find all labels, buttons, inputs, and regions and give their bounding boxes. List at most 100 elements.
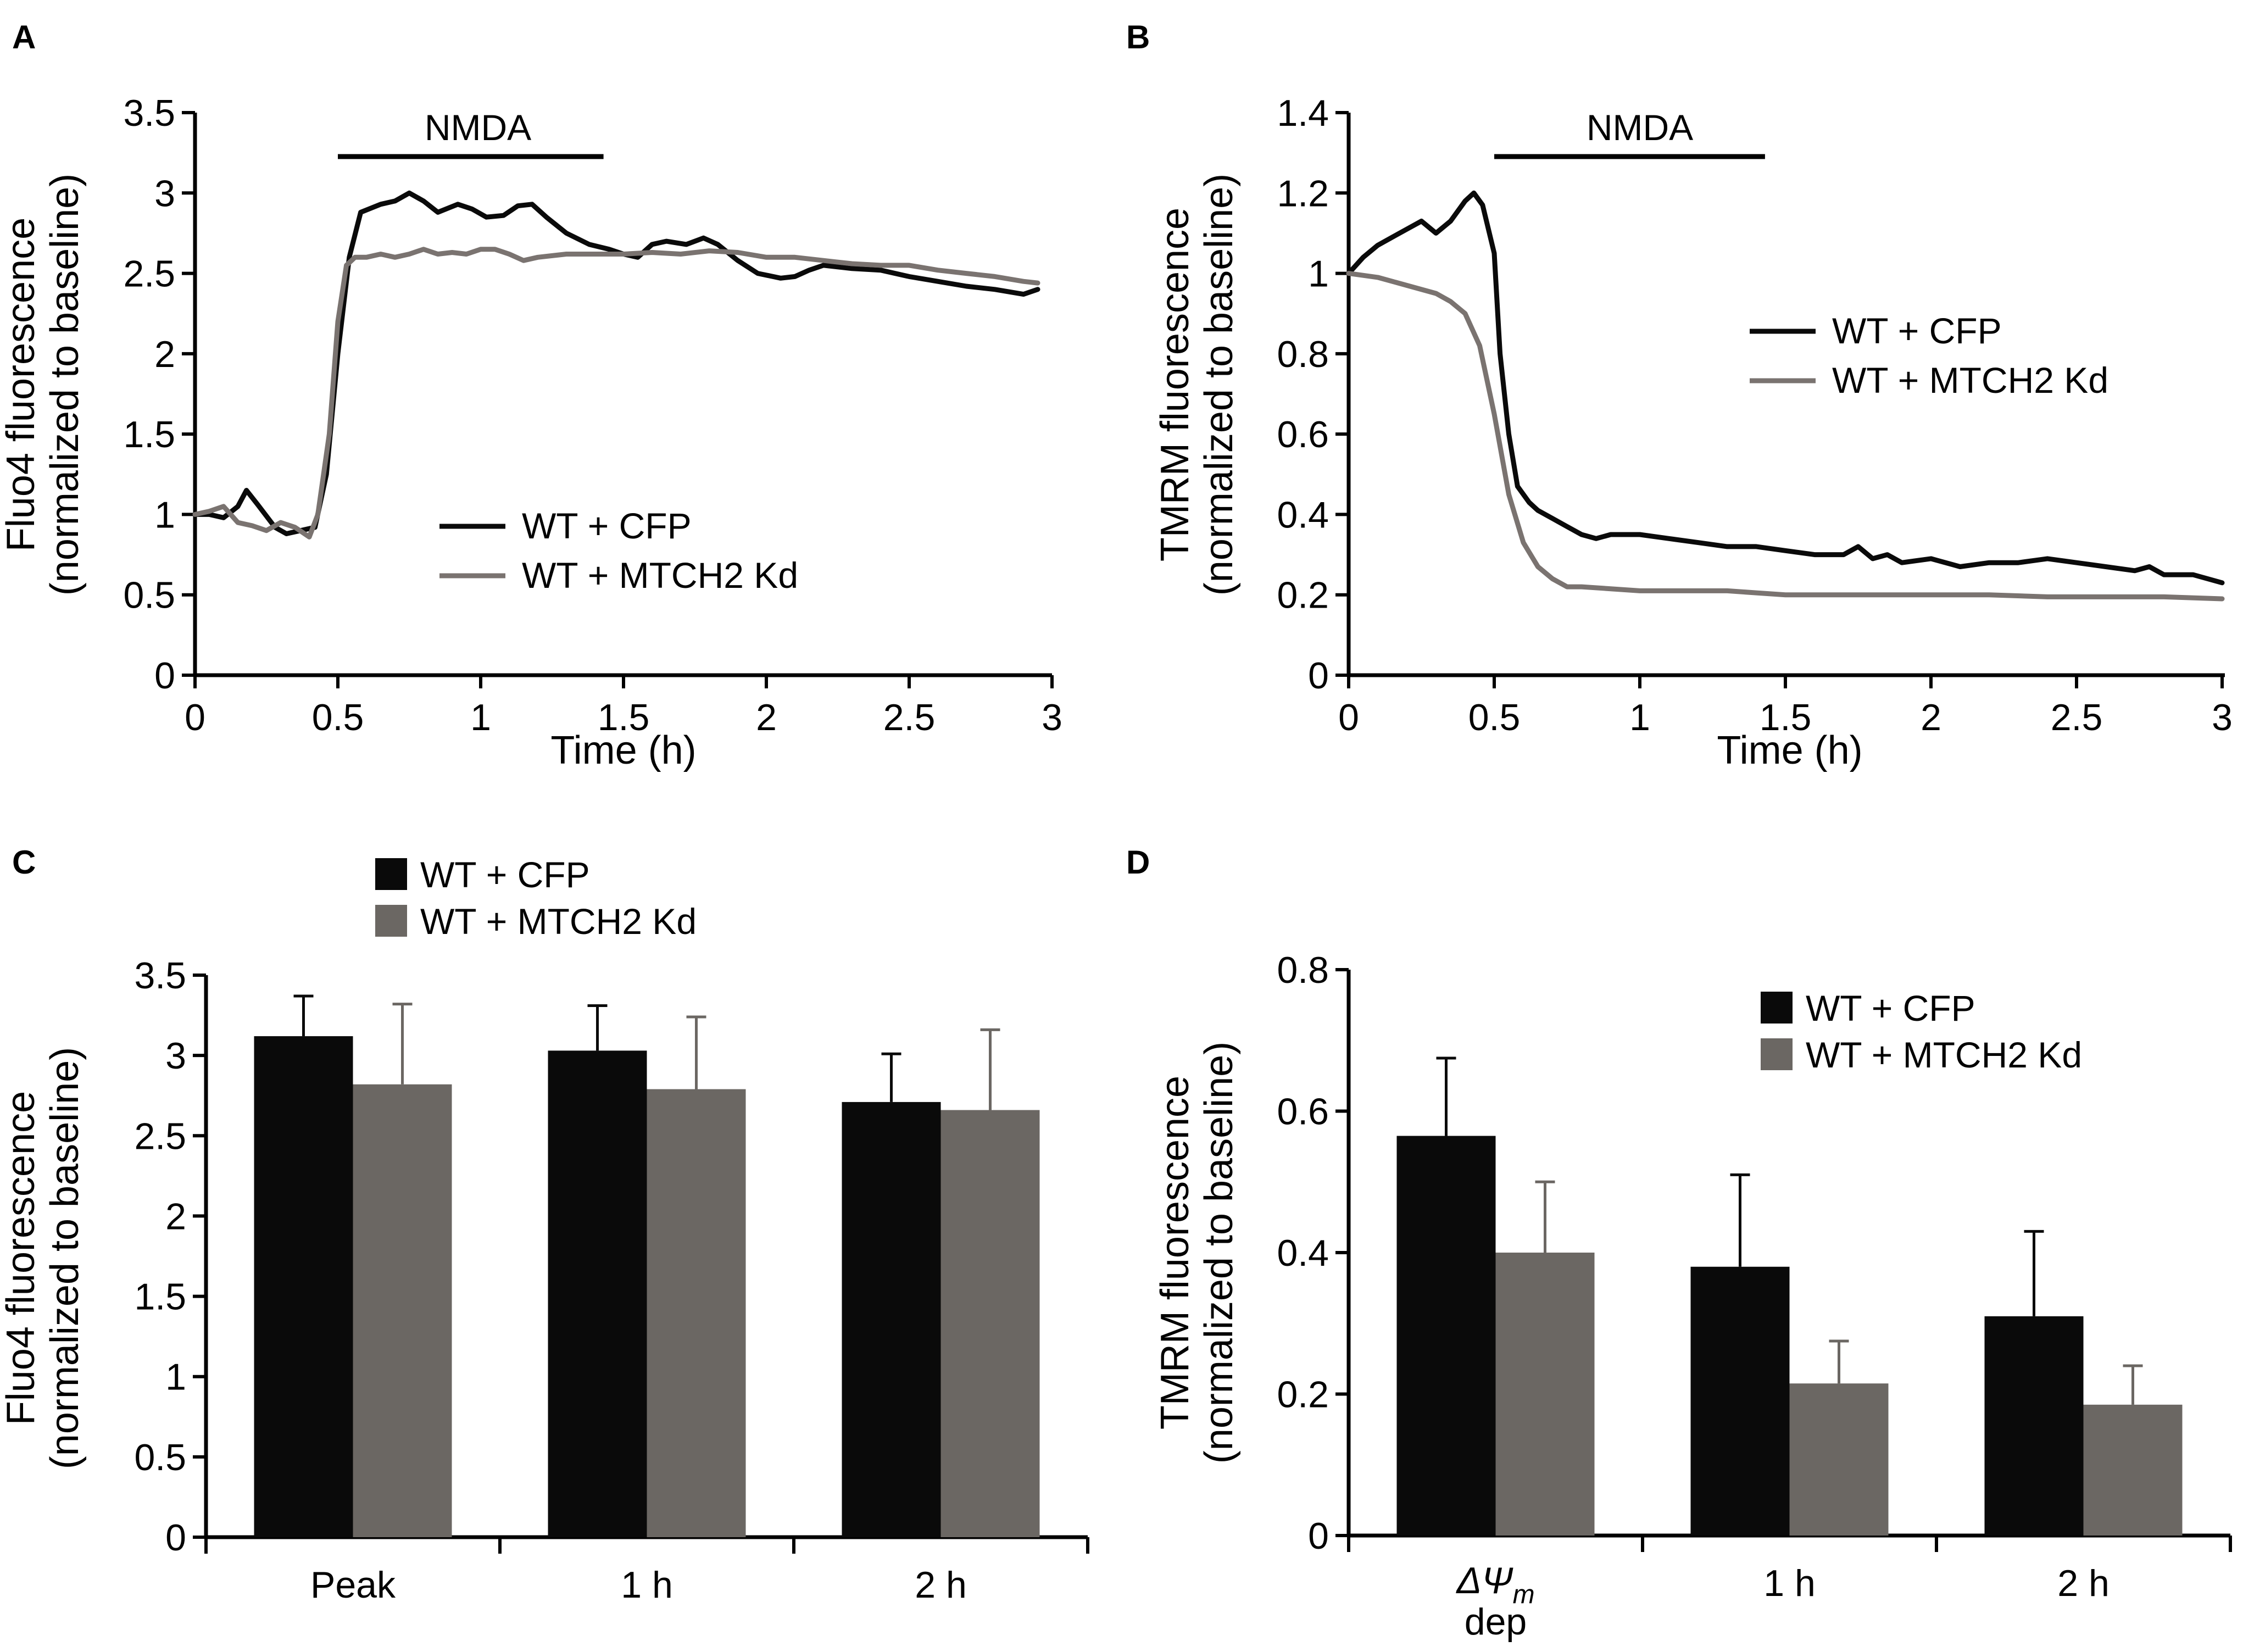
y-tick-label: 0.5 [134,1437,186,1478]
legend-label-mtch2-kd: WT + MTCH2 Kd [1832,360,2108,401]
bar-mtch2-kd [940,1110,1040,1537]
bar-mtch2-kd [353,1084,452,1537]
x-tick-label: 0.5 [1468,697,1521,738]
y-tick-label: 1 [154,494,175,536]
y-tick-label: 0.6 [1277,1091,1329,1133]
bar-series [1396,1056,2183,1536]
y-tick-label: 3 [165,1035,186,1077]
y-tick-label: 3 [154,173,175,214]
y-axis-title-line1: Fluo4 fluorescence [0,1091,43,1425]
panel-letter-a: A [12,19,36,55]
bar-mtch2-kd [1789,1383,1889,1536]
x-axis-title: Time (h) [1717,728,1862,772]
y-tick-label: 2.5 [123,253,175,295]
y-tick-label: 1.5 [134,1276,186,1318]
legend-label-mtch2-kd: WT + MTCH2 Kd [420,901,697,942]
line-series [192,190,1040,539]
x-tick-label: 1 [1629,697,1650,738]
y-tick-label: 0.2 [1277,575,1329,616]
bar-mtch2-kd [1495,1253,1595,1536]
legend: WT + CFP WT + MTCH2 Kd [375,854,697,942]
bar-wt-cfp [842,1102,941,1537]
bar-wt-cfp [254,1036,353,1537]
legend-swatch-mtch2-kd [1761,1038,1793,1070]
panel-letter-b: B [1126,19,1150,55]
y-ticks: 0 0.5 1 1.5 2 2.5 3 3.5 [123,92,195,697]
y-tick-label: 2 [165,1195,186,1237]
y-tick-label: 0.8 [1277,949,1329,991]
panel-b: B 0 0.5 1 1.5 2 2.5 3 0 0.2 0.4 0.6 0.8 1 1.2 1.4 NMD… [1126,19,2233,772]
y-tick-label: 3.5 [134,955,186,997]
line-series [1346,190,2225,602]
x-tick-label: 1 [470,697,491,738]
x-tick-label: 3 [1042,697,1062,738]
legend-label-mtch2-kd: WT + MTCH2 Kd [522,555,798,596]
nmda-label: NMDA [1587,107,1693,148]
nmda-label: NMDA [425,107,531,148]
x-ticks: 0 0.5 1 1.5 2 2.5 3 [185,675,1062,738]
series-line-mtch2-kd [192,247,1040,539]
x-tick-label: 0 [185,697,205,738]
legend-label-mtch2-kd-text: WT + MTCH2 Kd [1832,360,2108,401]
legend-label-wt-cfp: WT + CFP [522,505,692,546]
y-ticks: 0 0.5 1 1.5 2 2.5 3 3.5 [134,955,206,1559]
bar-wt-cfp [1984,1316,2084,1536]
legend-label-wt-cfp: WT + CFP [420,854,590,895]
x-category-label: 2 h [915,1564,967,1606]
y-tick-label: 2.5 [134,1115,186,1157]
legend-swatch-wt-cfp [375,858,407,890]
y-axis-title-line2: (normalized to baseline) [43,1047,87,1469]
y-tick-label: 1.4 [1277,92,1329,134]
x-category-label: 2 h [2057,1562,2110,1604]
series-line-mtch2-kd [1346,271,2225,602]
y-tick-label: 0.6 [1277,414,1329,455]
y-tick-label: 0 [165,1517,186,1559]
x-category-label-line2: dep [1465,1601,1527,1643]
x-tick-label: 0.5 [312,697,364,738]
x-categories: Peak 1 h 2 h [204,1537,1089,1606]
bar-mtch2-kd [2083,1404,2183,1536]
y-tick-label: 1 [165,1356,186,1398]
y-tick-label: 1.2 [1277,173,1329,214]
bar-series [254,994,1040,1537]
y-ticks: 0 0.2 0.4 0.6 0.8 1 1.2 1.4 [1277,92,1349,697]
y-ticks: 0 0.2 0.4 0.6 0.8 [1277,949,1349,1557]
y-axis-title-line1: TMRM fluorescence [1153,1076,1197,1429]
x-tick-label: 1.5 [598,697,650,738]
legend: WT + CFP WT + MTCH2 Kd [1750,310,2108,401]
y-axis-title-line2: (normalized to baseline) [1197,174,1241,596]
y-tick-label: 1.5 [123,414,175,455]
x-tick-label: 2.5 [2051,697,2103,738]
y-tick-label: 0 [154,655,175,697]
x-category-label: ΔΨm [1455,1560,1534,1609]
bar-wt-cfp [1396,1136,1496,1536]
y-tick-label: 1 [1308,253,1329,295]
y-tick-label: 0.4 [1277,494,1329,536]
y-tick-label: 0.5 [123,575,175,616]
y-axis-title-line1: Fluo4 fluorescence [0,218,43,552]
x-axis-title: Time (h) [550,728,696,772]
x-tick-label: 2.5 [883,697,936,738]
legend: WT + CFP WT + MTCH2 Kd [439,505,798,596]
legend-label-mtch2-kd: WT + MTCH2 Kd [1806,1034,2082,1075]
legend-swatch-wt-cfp [1761,992,1793,1024]
legend: WT + CFP WT + MTCH2 Kd [1761,988,2082,1075]
x-category-label: Peak [310,1564,396,1606]
panel-c: C 0 0.5 1 1.5 2 2.5 3 3.5 Peak 1 h 2 h Fluo4 fluo… [0,844,1089,1606]
x-category-label: 1 h [621,1564,673,1606]
panel-letter-c: C [12,844,36,881]
y-tick-label: 3.5 [123,92,175,134]
bar-wt-cfp [548,1050,647,1537]
y-tick-label: 0 [1308,655,1329,697]
y-tick-label: 0.4 [1277,1232,1329,1274]
series-line-wt-cfp [1346,190,2225,586]
y-axis-title-line1: TMRM fluorescence [1153,208,1197,561]
legend-label-wt-cfp: WT + CFP [1832,310,2002,351]
y-tick-label: 0.2 [1277,1374,1329,1416]
x-tick-label: 3 [2212,697,2233,738]
panel-letter-d: D [1126,844,1150,881]
legend-label-wt-cfp: WT + CFP [1806,988,1975,1028]
